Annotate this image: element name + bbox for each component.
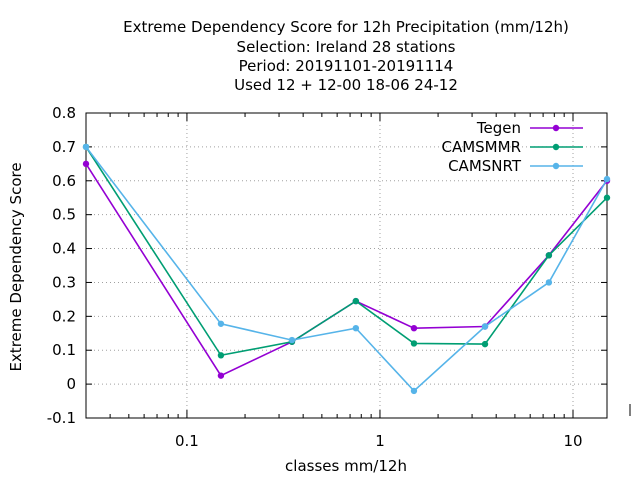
title-line-3: Period: 20191101-20191114 <box>239 57 454 75</box>
legend-marker-tegen <box>552 124 560 132</box>
data-point-tegen <box>410 324 418 332</box>
data-point-camsmmr <box>410 340 418 347</box>
y-tick-label: 0.5 <box>52 206 76 224</box>
data-point-camsnrt <box>82 143 90 151</box>
data-point-camsnrt <box>217 320 225 327</box>
y-tick-label: 0.3 <box>52 273 76 291</box>
data-point-tegen <box>82 160 90 168</box>
data-point-camsmmr <box>481 340 489 348</box>
title-line-1: Extreme Dependency Score for 12h Precipi… <box>123 18 569 36</box>
y-tick-label: 0.6 <box>52 172 76 190</box>
legend-label-camsmmr: CAMSMMR <box>441 138 521 156</box>
series-camsnrt <box>82 143 611 395</box>
y-tick-label: 0.2 <box>52 307 76 325</box>
y-tick-label: -0.1 <box>47 409 76 427</box>
series-line-tegen <box>85 163 608 377</box>
data-point-camsmmr <box>545 252 553 259</box>
plot-border <box>85 112 608 419</box>
data-point-camsnrt <box>545 279 553 286</box>
y-tick-label: 0.4 <box>52 240 76 258</box>
grid-lines <box>86 113 607 418</box>
y-tick-label: 0.7 <box>52 138 76 156</box>
series-tegen <box>82 160 611 379</box>
data-point-camsnrt <box>352 324 360 332</box>
series-line-camsmmr <box>85 146 608 357</box>
x-tick-label: 10 <box>563 432 582 450</box>
data-point-camsnrt <box>410 387 418 395</box>
legend-label-camsnrt: CAMSNRT <box>448 157 522 175</box>
x-tick-label: 0.1 <box>175 432 199 450</box>
series-line-camsnrt <box>85 146 608 393</box>
y-tick-label: 0.1 <box>52 341 76 359</box>
ticks: -0.1 0 0.1 0.2 0.3 0.4 0.5 0.6 0.7 0.8 0.1 1 10 <box>47 104 607 450</box>
x-tick-label: 1 <box>375 432 385 450</box>
y-axis-label: Extreme Dependency Score <box>7 162 25 371</box>
data-point-camsmmr <box>603 194 611 201</box>
series-camsmmr <box>82 143 611 359</box>
y-tick-label: 0 <box>66 375 76 393</box>
data-point-camsnrt <box>603 175 611 183</box>
legend-label-tegen: Tegen <box>476 119 521 137</box>
legend-marker-camsnrt <box>552 162 560 170</box>
title-line-2: Selection: Ireland 28 stations <box>237 38 456 56</box>
title-line-4: Used 12 + 12-00 18-06 24-12 <box>234 76 458 94</box>
data-point-camsnrt <box>288 336 296 344</box>
series <box>82 143 611 395</box>
y-tick-label: 0.8 <box>52 104 76 122</box>
data-point-camsmmr <box>217 352 225 359</box>
x-axis-label: classes mm/12h <box>285 457 407 475</box>
chart-title: Extreme Dependency Score for 12h Precipi… <box>123 18 569 94</box>
data-point-camsmmr <box>352 297 360 305</box>
data-point-tegen <box>217 372 225 379</box>
axes <box>85 112 631 419</box>
legend-marker-camsmmr <box>552 143 560 151</box>
data-point-camsnrt <box>481 323 489 330</box>
